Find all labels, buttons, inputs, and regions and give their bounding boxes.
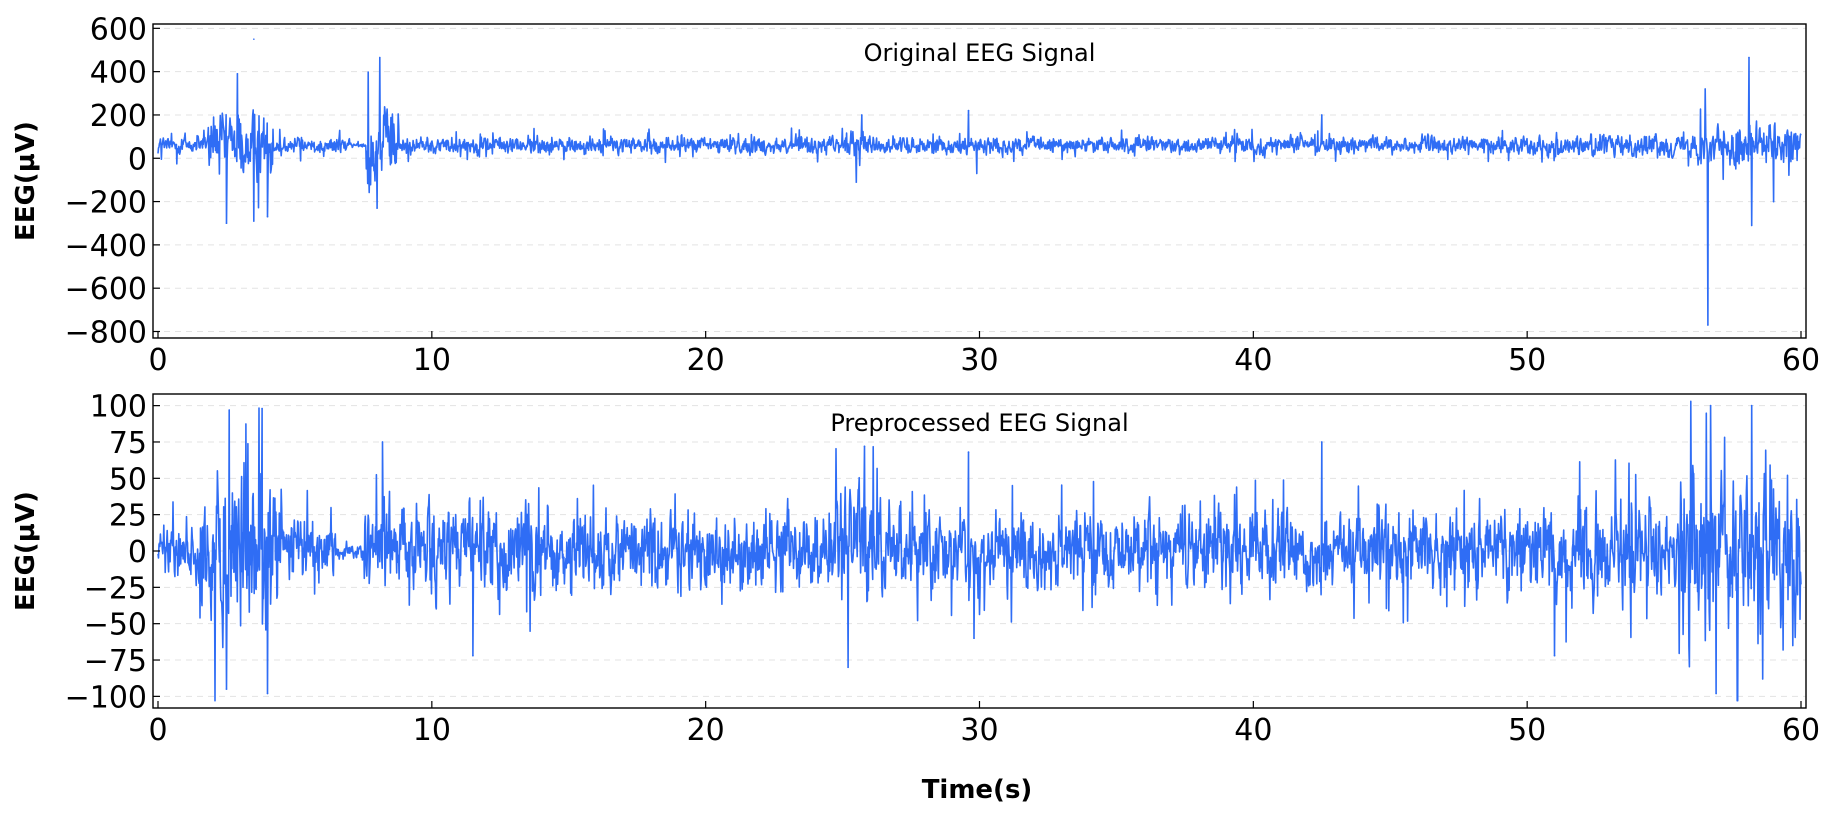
x-tick-label: 30 xyxy=(960,713,998,748)
y-tick-label: 400 xyxy=(90,56,147,91)
signal-peak-point xyxy=(1704,88,1706,90)
x-tick-label: 20 xyxy=(687,343,725,378)
x-tick-label: 20 xyxy=(687,713,725,748)
signal-peak-point xyxy=(1750,224,1753,227)
signal-peak-point xyxy=(975,172,978,175)
y-tick-label: −400 xyxy=(65,229,147,264)
signal-peak-point xyxy=(973,637,975,640)
signal-peak-point xyxy=(261,407,263,410)
y-tick-label: 50 xyxy=(109,462,147,497)
y-tick-label: 200 xyxy=(90,99,147,134)
signal-peak-point xyxy=(1772,200,1775,203)
signal-peak-point xyxy=(967,109,970,112)
signal-peak-point xyxy=(1715,692,1717,695)
y-tick-label: 0 xyxy=(128,142,147,177)
signal-peak-point xyxy=(1709,404,1712,407)
y-tick-label: 25 xyxy=(109,499,147,534)
signal-peak-point xyxy=(376,207,378,209)
signal-peak-point xyxy=(266,215,269,218)
y-tick-label: −200 xyxy=(65,186,147,221)
signal-peak-point xyxy=(253,38,255,40)
panel-title: Preprocessed EEG Signal xyxy=(830,409,1128,437)
signal-peak-point xyxy=(1553,654,1556,657)
signal-peak-point xyxy=(228,409,230,411)
eeg-signal-line xyxy=(157,400,1802,702)
x-axis-label: Time(s) xyxy=(922,775,1033,805)
y-tick-label: 100 xyxy=(90,390,147,425)
signal-peak-point xyxy=(379,56,381,59)
x-tick-label: 0 xyxy=(148,343,167,378)
signal-peak-point xyxy=(472,654,474,657)
signal-peak-point xyxy=(236,73,239,75)
x-tick-label: 50 xyxy=(1508,713,1546,748)
y-tick-label: −800 xyxy=(65,316,147,351)
x-tick-label: 10 xyxy=(413,343,451,378)
signal-peak-point xyxy=(1707,324,1709,326)
x-tick-label: 40 xyxy=(1234,713,1272,748)
signal-peak-point xyxy=(863,445,866,448)
x-tick-label: 0 xyxy=(148,713,167,748)
y-tick-label: −50 xyxy=(84,608,147,643)
eeg-signal-line xyxy=(157,56,1802,326)
x-tick-label: 60 xyxy=(1782,343,1820,378)
signal-peak-point xyxy=(266,692,269,695)
y-tick-label: −100 xyxy=(65,680,147,715)
signal-peak-point xyxy=(1791,644,1794,647)
signal-peak-point xyxy=(381,441,384,443)
signal-peak-point xyxy=(253,220,255,222)
x-tick-label: 60 xyxy=(1782,713,1820,748)
signal-peak-point xyxy=(860,114,863,116)
y-tick-label: −600 xyxy=(65,272,147,307)
y-tick-label: 75 xyxy=(109,426,147,461)
y-axis-label: EEG(µV) xyxy=(11,491,41,611)
y-axis-label: EEG(µV) xyxy=(11,121,41,241)
x-tick-label: 30 xyxy=(960,343,998,378)
signal-peak-point xyxy=(225,688,228,690)
signal-peak-point xyxy=(855,181,858,183)
y-tick-label: −75 xyxy=(84,644,147,679)
signal-peak-point xyxy=(1748,56,1750,59)
y-tick-label: 0 xyxy=(128,535,147,570)
y-tick-label: 600 xyxy=(90,12,147,47)
signal-peak-point xyxy=(1750,404,1753,407)
x-tick-label: 40 xyxy=(1234,343,1272,378)
signal-peak-point xyxy=(967,451,970,453)
signal-peak-point xyxy=(847,666,849,669)
signal-peak-point xyxy=(225,222,228,225)
x-tick-label: 10 xyxy=(413,713,451,748)
plot-frame xyxy=(152,23,1807,339)
original-eeg-panel: −800 −600 −400 −200 0 200 400 600 0 10 20 30 40 50 60 O… xyxy=(11,12,1820,378)
signal-peak-point xyxy=(1320,114,1323,116)
y-tick-label: −25 xyxy=(84,571,147,606)
signal-peak-point xyxy=(1761,678,1764,680)
panel-title: Original EEG Signal xyxy=(864,39,1096,67)
x-tick-label: 50 xyxy=(1508,343,1546,378)
signal-peak-point xyxy=(1320,441,1323,443)
